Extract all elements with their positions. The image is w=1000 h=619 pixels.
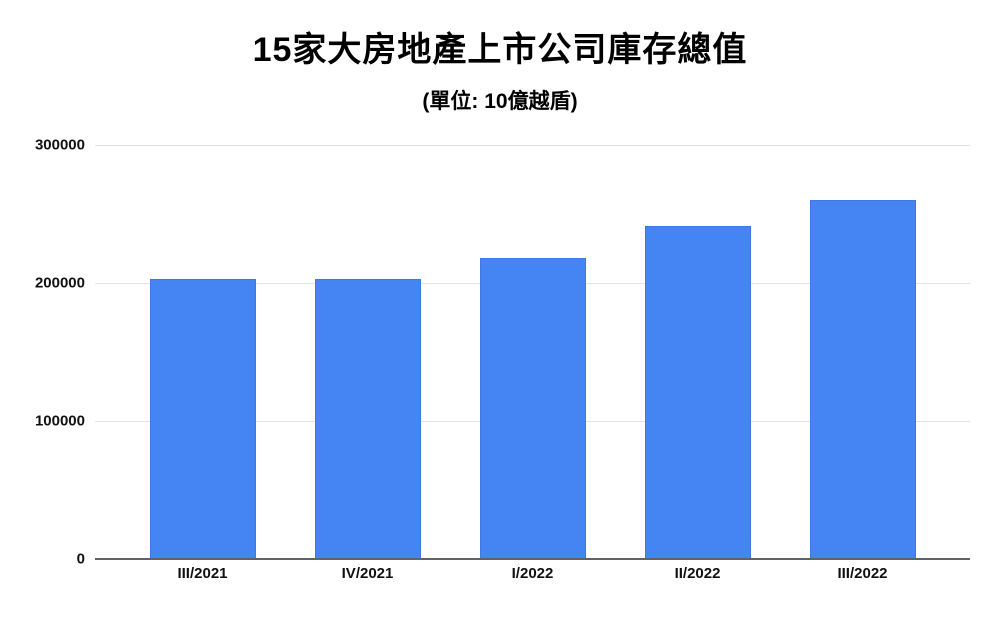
bar-II/2022 — [644, 226, 751, 559]
y-axis-labels: 0 100000 200000 300000 — [0, 137, 85, 568]
plot-area — [95, 145, 970, 560]
y-tick-label: 0 — [76, 550, 85, 568]
bar-slot — [120, 145, 285, 559]
bar-IV/2021 — [314, 278, 421, 559]
bar-slot — [285, 145, 450, 559]
bar-slot — [450, 145, 615, 559]
x-axis-line — [95, 558, 970, 560]
x-tick-label: III/2021 — [177, 565, 228, 582]
y-tick-label: 200000 — [34, 274, 85, 292]
bar-III/2022 — [809, 200, 916, 559]
bars-row — [95, 145, 970, 559]
bar-III/2021 — [149, 278, 256, 559]
bar-slot — [780, 145, 945, 559]
x-tick-label: II/2022 — [674, 565, 721, 582]
y-tick-label: 300000 — [34, 136, 85, 154]
x-axis-labels: III/2021 IV/2021 I/2022 II/2022 III/2022 — [95, 565, 970, 582]
x-tick-label: I/2022 — [511, 565, 554, 582]
y-tick-label: 100000 — [34, 412, 85, 430]
x-tick-label: IV/2021 — [341, 565, 394, 582]
bar-slot — [615, 145, 780, 559]
gridline — [95, 145, 970, 146]
chart-title: 15家大房地產上市公司庫存總值 — [252, 31, 748, 69]
chart-subtitle: (單位: 10億越盾) — [422, 90, 578, 113]
x-tick-label: III/2022 — [837, 565, 888, 582]
bar-I/2022 — [479, 258, 586, 559]
